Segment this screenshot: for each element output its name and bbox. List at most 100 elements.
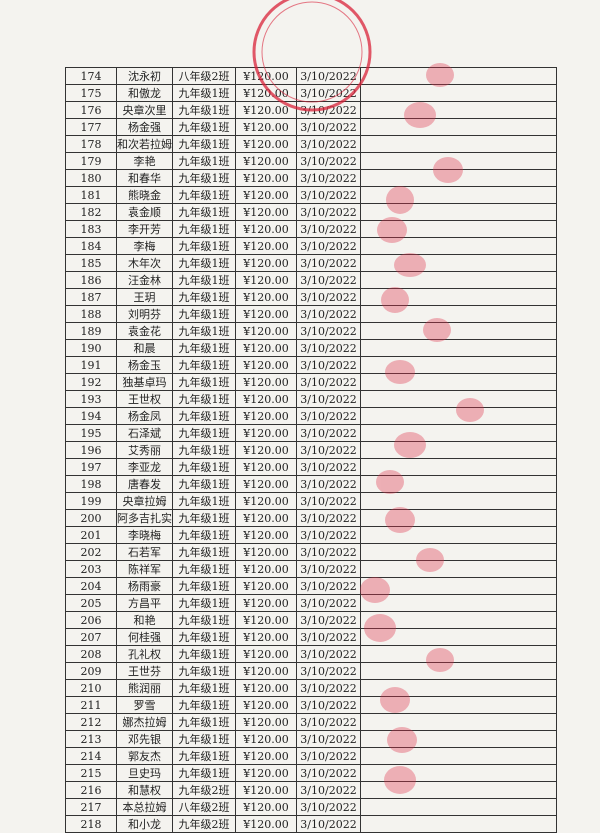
seal-ring (261, 1, 363, 103)
class: 九年级1班 (172, 645, 236, 663)
date: 3/10/2022 (296, 322, 361, 340)
student-name: 央章次里 (116, 101, 173, 119)
student-name: 和傲龙 (116, 84, 173, 102)
amount: ¥120.00 (235, 424, 297, 442)
amount: ¥120.00 (235, 577, 297, 595)
fingerprints (360, 63, 484, 794)
row-number: 205 (65, 594, 117, 612)
amount: ¥120.00 (235, 203, 297, 221)
table-row: 215 旦史玛 九年级1班 ¥120.00 3/10/2022 (65, 764, 557, 782)
amount: ¥120.00 (235, 339, 297, 357)
row-number: 204 (65, 577, 117, 595)
student-name: 木年次 (116, 254, 173, 272)
amount: ¥120.00 (235, 628, 297, 646)
class: 九年级1班 (172, 679, 236, 697)
amount: ¥120.00 (235, 135, 297, 153)
table-row: 204 杨雨豪 九年级1班 ¥120.00 3/10/2022 (65, 577, 557, 595)
date: 3/10/2022 (296, 152, 361, 170)
student-name: 罗雪 (116, 696, 173, 714)
table-row: 218 和小龙 九年级2班 ¥120.00 3/10/2022 (65, 815, 557, 833)
amount: ¥120.00 (235, 220, 297, 238)
date: 3/10/2022 (296, 356, 361, 374)
student-name: 和小龙 (116, 815, 173, 833)
amount: ¥120.00 (235, 713, 297, 731)
row-number: 201 (65, 526, 117, 544)
row-number: 190 (65, 339, 117, 357)
date: 3/10/2022 (296, 203, 361, 221)
class: 九年级1班 (172, 118, 236, 136)
row-number: 218 (65, 815, 117, 833)
amount: ¥120.00 (235, 101, 297, 119)
table-row: 212 娜杰拉姆 九年级1班 ¥120.00 3/10/2022 (65, 713, 557, 731)
class: 八年级2班 (172, 798, 236, 816)
date: 3/10/2022 (296, 475, 361, 493)
amount: ¥120.00 (235, 152, 297, 170)
official-seal (252, 0, 372, 112)
class: 九年级1班 (172, 135, 236, 153)
row-number: 191 (65, 356, 117, 374)
row-number: 199 (65, 492, 117, 510)
table-row: 202 石若军 九年级1班 ¥120.00 3/10/2022 (65, 543, 557, 561)
date: 3/10/2022 (296, 390, 361, 408)
date: 3/10/2022 (296, 305, 361, 323)
class: 九年级1班 (172, 305, 236, 323)
class: 九年级1班 (172, 271, 236, 289)
student-name: 袁金顺 (116, 203, 173, 221)
amount: ¥120.00 (235, 237, 297, 255)
table-row: 195 石泽斌 九年级1班 ¥120.00 3/10/2022 (65, 424, 557, 442)
amount: ¥120.00 (235, 441, 297, 459)
amount: ¥120.00 (235, 611, 297, 629)
student-name: 汪金林 (116, 271, 173, 289)
row-number: 189 (65, 322, 117, 340)
class: 九年级1班 (172, 696, 236, 714)
table-row: 189 袁金花 九年级1班 ¥120.00 3/10/2022 (65, 322, 557, 340)
row-number: 196 (65, 441, 117, 459)
amount: ¥120.00 (235, 407, 297, 425)
class: 九年级1班 (172, 747, 236, 765)
student-name: 央章拉姆 (116, 492, 173, 510)
student-name: 刘明芬 (116, 305, 173, 323)
class: 九年级1班 (172, 373, 236, 391)
table-row: 203 陈祥军 九年级1班 ¥120.00 3/10/2022 (65, 560, 557, 578)
amount: ¥120.00 (235, 764, 297, 782)
date: 3/10/2022 (296, 577, 361, 595)
student-name: 阿多吉扎实 (116, 509, 173, 527)
class: 九年级1班 (172, 730, 236, 748)
table-row: 214 郭友杰 九年级1班 ¥120.00 3/10/2022 (65, 747, 557, 765)
class: 九年级1班 (172, 509, 236, 527)
amount: ¥120.00 (235, 645, 297, 663)
row-number: 213 (65, 730, 117, 748)
class: 九年级1班 (172, 560, 236, 578)
table-row: 211 罗雪 九年级1班 ¥120.00 3/10/2022 (65, 696, 557, 714)
student-name: 娜杰拉姆 (116, 713, 173, 731)
payment-table: 174 沈永初 八年级2班 ¥120.00 3/10/2022 175 和傲龙 九年级1班 ¥1… (65, 67, 557, 833)
table-row: 179 李艳 九年级1班 ¥120.00 3/10/2022 (65, 152, 557, 170)
student-name: 孔礼权 (116, 645, 173, 663)
table-row: 206 和艳 九年级1班 ¥120.00 3/10/2022 (65, 611, 557, 629)
row-number: 180 (65, 169, 117, 187)
date: 3/10/2022 (296, 594, 361, 612)
table-row: 190 和晨 九年级1班 ¥120.00 3/10/2022 (65, 339, 557, 357)
date: 3/10/2022 (296, 764, 361, 782)
table-row: 207 何桂强 九年级1班 ¥120.00 3/10/2022 (65, 628, 557, 646)
table-row: 193 王世权 九年级1班 ¥120.00 3/10/2022 (65, 390, 557, 408)
row-number: 208 (65, 645, 117, 663)
table-row: 205 方昌平 九年级1班 ¥120.00 3/10/2022 (65, 594, 557, 612)
amount: ¥120.00 (235, 781, 297, 799)
date: 3/10/2022 (296, 67, 361, 85)
row-number: 206 (65, 611, 117, 629)
student-name: 和艳 (116, 611, 173, 629)
table-row: 201 李晓梅 九年级1班 ¥120.00 3/10/2022 (65, 526, 557, 544)
class: 九年级1班 (172, 475, 236, 493)
table-row: 183 李开芳 九年级1班 ¥120.00 3/10/2022 (65, 220, 557, 238)
class: 九年级1班 (172, 526, 236, 544)
date: 3/10/2022 (296, 543, 361, 561)
amount: ¥120.00 (235, 696, 297, 714)
table-row: 181 熊晓金 九年级1班 ¥120.00 3/10/2022 (65, 186, 557, 204)
amount: ¥120.00 (235, 458, 297, 476)
amount: ¥120.00 (235, 747, 297, 765)
row-number: 193 (65, 390, 117, 408)
row-number: 195 (65, 424, 117, 442)
